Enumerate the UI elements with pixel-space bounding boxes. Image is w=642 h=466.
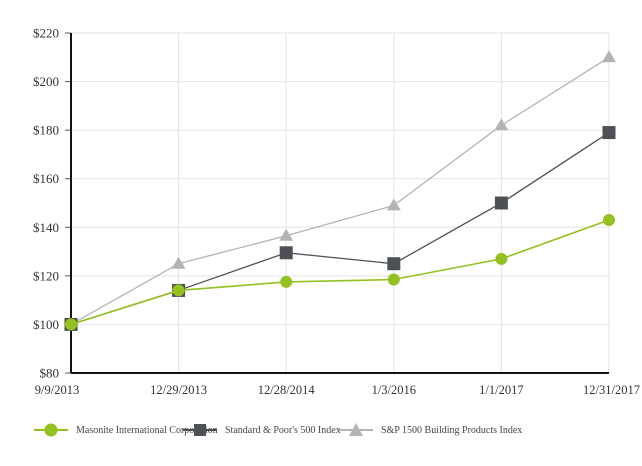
y-tick-label: $100 [33,317,59,332]
legend-label: Standard & Poor's 500 Index [225,424,341,436]
y-tick-label: $120 [33,268,59,283]
x-tick-label: 1/3/2016 [372,383,416,397]
data-point-triangle [171,256,186,269]
legend-item-masonite: Masonite International Corporation [34,418,218,442]
data-point-triangle [279,228,294,241]
data-point-square [387,257,401,271]
series-line [70,56,610,325]
green-circle-marker-icon [34,423,68,437]
data-point-triangle [494,118,509,131]
x-tick-label: 12/29/2013 [150,383,207,397]
legend-item-sp1500-building-products: S&P 1500 Building Products Index [339,418,522,442]
y-tick-label: $160 [33,171,59,186]
data-point-circle [172,284,185,297]
data-point-circle [603,214,615,226]
dark-square-marker-icon [183,424,217,436]
y-tick-label: $140 [33,220,59,235]
series-line [70,219,610,326]
y-tick-label: $80 [40,366,60,381]
x-tick-label: 12/31/2017 [583,383,640,397]
gray-triangle-marker-icon [339,423,373,436]
data-point-circle [387,273,400,286]
data-point-triangle [386,198,401,211]
x-tick-label: 1/1/2017 [479,383,523,397]
data-point-circle [495,252,508,265]
y-tick-label: $200 [33,74,59,89]
data-point-circle [65,318,77,331]
data-point-circle [280,275,293,288]
series-line [70,132,610,326]
x-tick-label: 12/28/2014 [258,383,316,397]
chart-legend: Masonite International Corporation Stand… [0,418,642,442]
y-tick-label: $180 [33,123,59,138]
legend-label: Masonite International Corporation [76,424,218,436]
x-tick-label: 9/9/2013 [35,383,79,397]
y-tick-label: $220 [33,26,59,41]
data-point-square [602,126,616,140]
legend-label: S&P 1500 Building Products Index [381,424,523,436]
chart-plot-area: $80 $100 $120 $140 $160 $180 $200 $220 9/9/2013 1… [33,26,640,398]
legend-item-sp500: Standard & Poor's 500 Index [183,418,341,442]
data-point-square [494,196,508,210]
data-point-triangle [602,50,616,63]
data-point-square [279,246,293,260]
